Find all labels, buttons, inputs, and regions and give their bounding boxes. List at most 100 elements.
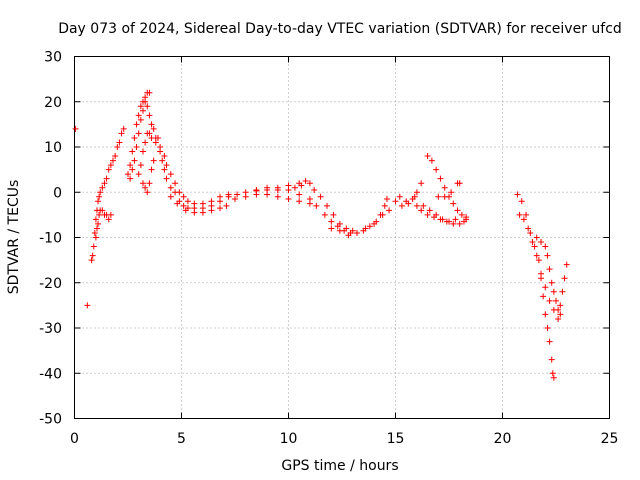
x-axis-label: GPS time / hours [281, 458, 398, 474]
data-point [450, 220, 457, 227]
data-point [107, 211, 114, 218]
data-point [296, 180, 303, 187]
data-point [437, 175, 444, 182]
y-tick-label: -30 [39, 321, 62, 337]
data-point [396, 193, 403, 200]
data-point [328, 225, 335, 232]
y-tick-label: 30 [44, 50, 62, 66]
data-point [161, 166, 168, 173]
data-point [533, 234, 540, 241]
data-point [302, 177, 309, 184]
data-point [516, 211, 523, 218]
y-tick-label: -50 [39, 412, 62, 428]
chart-title: Day 073 of 2024, Sidereal Day-to-day VTE… [58, 21, 622, 37]
data-point [152, 139, 159, 146]
data-point [144, 103, 151, 110]
data-point [89, 252, 96, 259]
data-point [88, 257, 95, 264]
data-point [148, 121, 155, 128]
data-point [105, 166, 112, 173]
data-point [345, 232, 352, 239]
data-point [199, 200, 206, 207]
data-point [285, 182, 292, 189]
data-point [142, 98, 149, 105]
y-axis-label: SDTVAR / TECUs [6, 180, 22, 295]
data-point [150, 125, 157, 132]
data-point [101, 180, 108, 187]
data-point [420, 202, 427, 209]
data-point [448, 189, 455, 196]
data-point [135, 171, 142, 178]
data-point [546, 266, 553, 273]
x-tick-label: 5 [177, 431, 186, 447]
data-point [535, 257, 542, 264]
data-point [306, 180, 313, 187]
data-point [114, 144, 121, 150]
data-point [540, 293, 547, 300]
data-point [362, 225, 369, 232]
data-point [520, 216, 527, 223]
data-point [242, 193, 249, 200]
data-point [546, 338, 553, 345]
data-point [146, 112, 153, 119]
axis-ticks [74, 56, 610, 419]
data-point [191, 209, 198, 216]
data-point [542, 284, 549, 291]
data-point [139, 107, 146, 114]
data-point [142, 184, 149, 191]
data-point [139, 180, 146, 187]
data-point [146, 180, 153, 187]
data-point [225, 191, 232, 198]
data-point [518, 198, 525, 205]
data-point [167, 184, 174, 191]
data-point [371, 220, 378, 227]
data-point [127, 175, 134, 182]
data-point [456, 180, 463, 187]
data-point [413, 189, 420, 196]
y-tick-label: -10 [39, 231, 62, 247]
data-point [398, 202, 405, 209]
data-point [563, 261, 570, 268]
data-point [163, 162, 170, 169]
data-point [383, 196, 390, 203]
x-tick-labels: 0 5 10 15 20 25 [70, 431, 618, 447]
data-point [458, 211, 465, 218]
data-point [90, 243, 97, 250]
data-point [157, 144, 164, 150]
data-point [450, 200, 457, 207]
data-point [154, 134, 161, 141]
data-point [135, 130, 142, 137]
data-point [428, 157, 435, 164]
data-point [234, 191, 241, 198]
x-tick-label: 0 [70, 431, 79, 447]
data-point [296, 198, 303, 205]
data-point [418, 207, 425, 214]
data-point [182, 207, 189, 214]
data-point [105, 216, 112, 223]
data-point [446, 218, 452, 225]
data-point [426, 207, 433, 214]
data-point [95, 220, 102, 227]
data-point [379, 211, 386, 218]
data-point [191, 200, 198, 207]
data-point [542, 243, 549, 250]
data-point [557, 311, 564, 318]
data-point [353, 229, 360, 236]
data-point [538, 270, 545, 277]
data-point [92, 216, 99, 223]
data-point [264, 184, 271, 191]
data-point [533, 252, 540, 259]
x-tick-label: 10 [280, 431, 298, 447]
data-point [184, 198, 191, 205]
y-tick-label: -20 [39, 276, 62, 292]
data-point [72, 125, 79, 132]
data-point [180, 202, 187, 209]
y-tick-labels: -50 -40 -30 -20 -10 0 10 20 30 [39, 50, 62, 428]
data-point [548, 279, 555, 286]
data-point [148, 134, 155, 141]
data-point [336, 227, 343, 234]
data-point [112, 153, 119, 160]
data-point [93, 225, 100, 232]
x-tick-label: 15 [387, 431, 405, 447]
